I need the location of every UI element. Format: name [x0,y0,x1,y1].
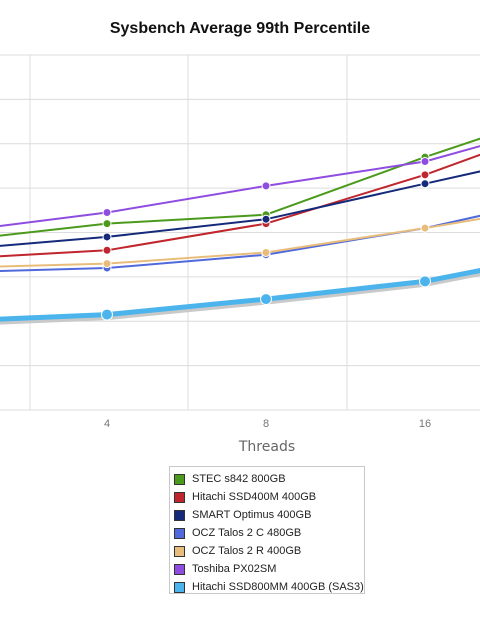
legend-item: Hitachi SSD400M 400GB [174,488,364,506]
legend-label: Toshiba PX02SM [192,563,277,575]
chart-title: Sysbench Average 99th Percentile [109,20,371,37]
data-point [420,179,430,189]
data-point [102,245,112,255]
data-point [261,247,271,257]
legend-item: OCZ Talos 2 R 400GB [174,542,364,560]
legend-swatch [174,473,185,485]
series-line [0,137,480,237]
x-tick-label: 8 [263,418,269,430]
legend-label: Hitachi SSD800MM 400GB (SAS3) [192,581,364,593]
legend-item: OCZ Talos 2 C 480GB [174,524,364,542]
data-point [261,214,271,224]
legend-label: Hitachi SSD400M 400GB [192,491,317,503]
legend-item: Toshiba PX02SM [174,560,364,578]
legend-swatch [174,509,185,521]
data-point [260,293,272,306]
series-line-shadow [0,269,480,325]
legend-label: OCZ Talos 2 C 480GB [192,527,302,539]
series-1 [0,137,480,237]
chart-legend: STEC s842 800GB Hitachi SSD400M 400GB SMAR… [169,466,365,594]
legend-swatch [174,545,185,557]
data-point [102,219,112,229]
series-5 [0,217,480,269]
data-point [419,275,431,288]
data-point [420,223,430,233]
x-tick-label: 4 [104,418,110,430]
data-point [101,308,113,321]
series-3 [0,170,480,247]
legend-item: Hitachi SSD800MM 400GB (SAS3) [174,578,364,596]
legend-swatch [174,527,185,539]
x-tick-label: 16 [419,418,431,430]
series-7 [0,268,480,325]
data-point [261,181,271,191]
legend-label: OCZ Talos 2 R 400GB [192,545,302,557]
legend-label: SMART Optimus 400GB [192,509,312,521]
legend-swatch [174,581,185,593]
x-axis-label: Threads [238,439,295,455]
data-point [420,157,430,166]
data-point [102,232,112,242]
series-line [0,217,480,268]
legend-item: SMART Optimus 400GB [174,506,364,524]
legend-item: STEC s842 800GB [174,470,364,488]
data-point [102,259,112,269]
legend-swatch [174,491,185,503]
legend-label: STEC s842 800GB [192,473,286,485]
series-6 [0,145,480,227]
data-point [102,208,112,218]
grid [0,54,480,411]
legend-swatch [174,563,185,575]
data-point [420,170,430,180]
